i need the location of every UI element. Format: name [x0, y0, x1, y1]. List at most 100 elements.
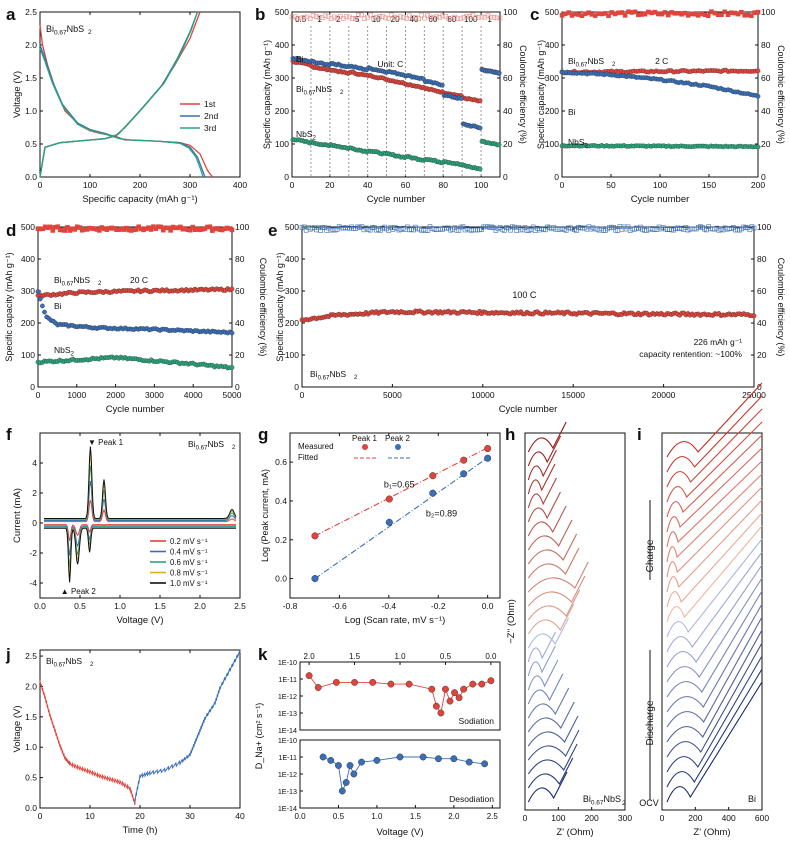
- ce-point: [482, 14, 488, 20]
- x-tick-label: 0: [523, 813, 528, 823]
- label-sub: 2: [98, 281, 102, 287]
- panel-letter-k: k: [258, 645, 268, 664]
- label-sub: 2: [232, 445, 236, 451]
- eis-curve: [666, 408, 763, 488]
- series-label: NbS2: [296, 129, 317, 142]
- eis-curve: [527, 729, 580, 761]
- eis-curve: [666, 655, 763, 773]
- ce-point: [62, 228, 68, 233]
- y-tick-label: 500: [21, 222, 35, 232]
- x-axis-title: Cycle number: [631, 194, 690, 205]
- x-tick-label: 10000: [471, 390, 495, 400]
- eis-curve: [527, 589, 581, 621]
- label-sub: 0.67: [196, 445, 208, 452]
- x-tick-label: 5000: [383, 390, 402, 400]
- sample-label: Bi0.67NbS: [46, 24, 84, 37]
- x-tick-label: 3000: [145, 390, 164, 400]
- label-part: NbS: [207, 439, 224, 449]
- diffusion-point: [350, 770, 358, 778]
- eis-curve: [527, 547, 580, 579]
- panel-a: 0 100 200 300 400 0.0 0.5 1.0 1.5 2.0 2.5 Specific …: [12, 7, 247, 205]
- y-tick-label: 0.4: [275, 496, 287, 506]
- diffusion-point: [478, 680, 486, 688]
- ce-point: [295, 16, 301, 21]
- panel-letter-f: f: [6, 425, 12, 444]
- x-tick-label: 100: [653, 180, 667, 190]
- ce-point: [452, 14, 458, 20]
- ce-point: [751, 225, 757, 231]
- y-tick-label: 1E-10: [278, 736, 297, 745]
- point-peak1: [429, 472, 437, 480]
- y-tick-label: 1E-12: [278, 770, 297, 779]
- eis-curve: [527, 491, 561, 523]
- legend-peak2: Peak 2: [385, 434, 410, 443]
- x-tick-label: 20: [135, 811, 145, 821]
- y2-axis-title: Coulombic efficiency (%): [776, 45, 786, 144]
- diffusion-point: [487, 677, 495, 685]
- diffusion-point: [455, 694, 463, 702]
- ce-point: [419, 12, 424, 18]
- label-part: Bi: [54, 275, 62, 285]
- series-label: NbS2: [568, 137, 589, 150]
- ocv-label: OCV: [639, 798, 659, 808]
- ce-point: [413, 15, 418, 20]
- y-tick-label: 400: [21, 254, 35, 264]
- eis-curve: [527, 421, 567, 453]
- ce-point: [160, 227, 166, 233]
- ce-point: [395, 15, 400, 21]
- x-tick-label: 30: [185, 811, 195, 821]
- eis-curve: [527, 449, 557, 481]
- x-tick-label: 0: [36, 390, 41, 400]
- y-tick-label: 0.6: [275, 457, 287, 467]
- y-tick-label: 200: [21, 318, 35, 328]
- ce-point: [479, 14, 485, 20]
- panel-k-top: 1E-10 1E-11 1E-12 1E-13 1E-14 2.0 1.5 1.0 0.5 0.0…: [278, 652, 501, 735]
- label-part: Bi: [568, 56, 576, 66]
- legend-dot-peak1: [362, 444, 368, 450]
- y-tick-label: 0: [284, 172, 289, 182]
- y-tick-label: 4: [32, 458, 37, 468]
- point-peak1: [311, 532, 319, 540]
- point-peak2: [311, 575, 319, 583]
- x-tick-label: 100: [83, 180, 97, 190]
- x-axis-title: Specific capacity (mAh g⁻¹): [82, 194, 197, 205]
- ce-point: [455, 16, 461, 21]
- eis-curve: [527, 757, 574, 789]
- plot-frame: [39, 649, 241, 809]
- rate-label: 1: [487, 15, 492, 24]
- ce-point: [77, 225, 83, 230]
- data-point: [751, 313, 757, 319]
- eis-curve: [527, 477, 557, 509]
- y-tick-label: 0.0: [275, 574, 287, 584]
- eis-curve: [666, 473, 763, 563]
- data-point-Bi: [458, 96, 464, 101]
- x-tick-label: -0.8: [283, 601, 298, 611]
- panel-h: 0 100 200 300 Z' (Ohm) −Z'' (Ohm) Bi0.67NbS 2: [506, 421, 632, 838]
- ce-point: [440, 13, 446, 19]
- y-tick-label: 200: [285, 318, 299, 328]
- legend-measured: Measured: [298, 442, 334, 451]
- x-tick-label: 300: [183, 180, 197, 190]
- eis-curve: [527, 701, 575, 733]
- peak2-label: ▲ Peak 2: [61, 587, 97, 596]
- y-tick-label: 0: [554, 172, 559, 182]
- eis-curve: [527, 505, 567, 537]
- legend-label: 0.6 mV s⁻¹: [170, 558, 208, 567]
- y-tick-label: 500: [275, 7, 289, 17]
- eis-curve: [527, 435, 562, 467]
- x-axis-title: Time (h): [122, 825, 157, 836]
- ce-point: [449, 15, 455, 21]
- ce-point: [359, 12, 364, 18]
- eis-curve: [666, 460, 763, 548]
- ce-point: [340, 16, 346, 21]
- y-tick-label: 2.5: [25, 7, 37, 17]
- gitt-discharge: [39, 680, 136, 806]
- diffusion-point: [319, 753, 327, 761]
- ce-point: [325, 14, 331, 19]
- ce-point: [606, 13, 611, 18]
- x-tick-label: 1.5: [410, 812, 422, 821]
- eis-curve: [527, 519, 573, 551]
- diffusion-point: [450, 755, 458, 763]
- eis-curve: [527, 687, 570, 719]
- ce-point: [289, 14, 295, 20]
